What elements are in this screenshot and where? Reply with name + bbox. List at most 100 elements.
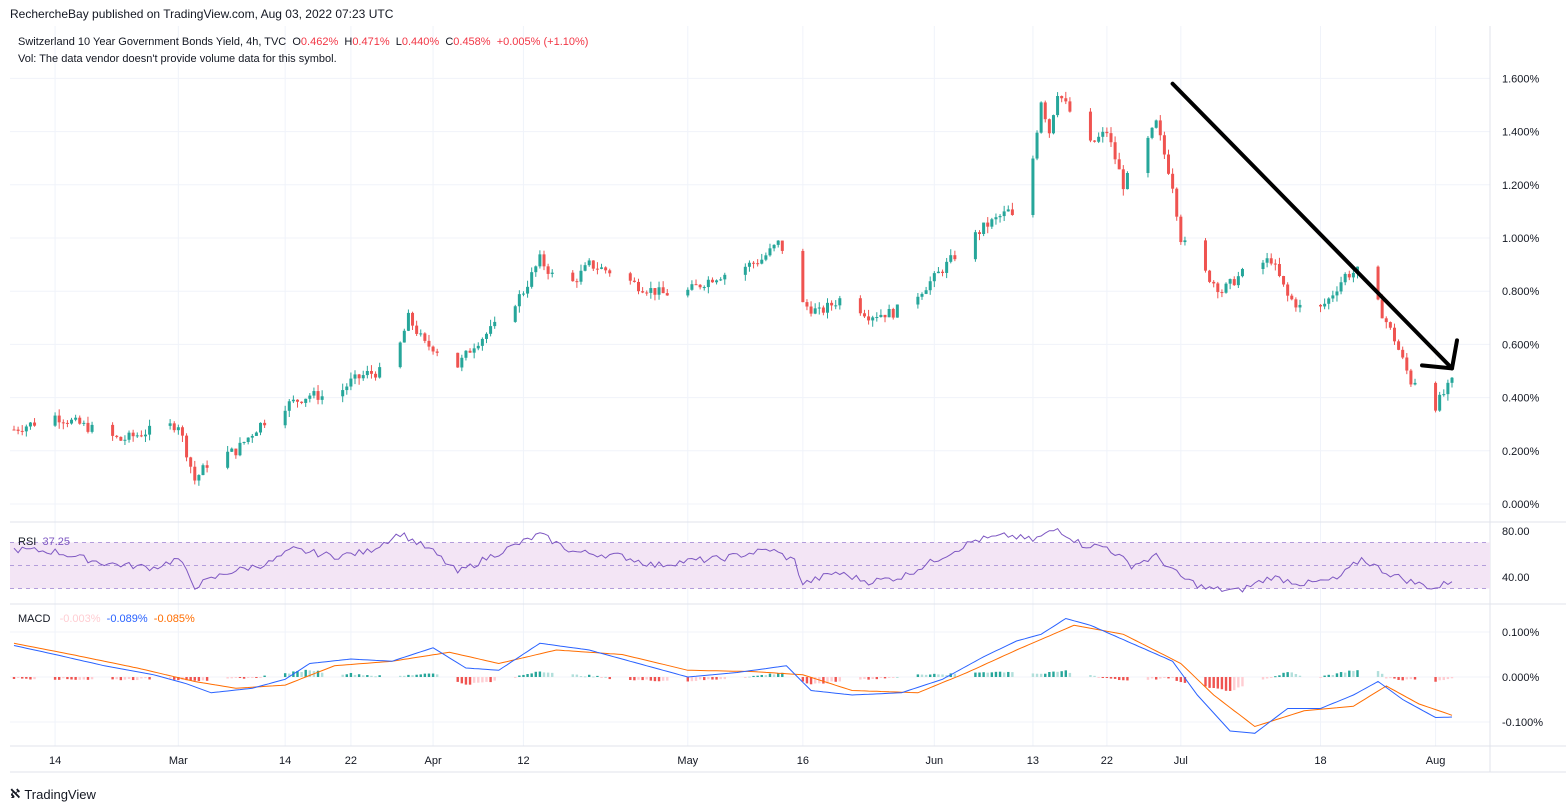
macd-histogram-bar bbox=[998, 671, 1002, 677]
macd-histogram-bar bbox=[201, 677, 205, 681]
candle-body bbox=[361, 375, 365, 379]
candle-body bbox=[115, 435, 119, 437]
macd-histogram-bar bbox=[1060, 671, 1063, 677]
macd-histogram-bar bbox=[703, 677, 706, 681]
candle-body bbox=[374, 373, 378, 378]
candle-body bbox=[308, 395, 312, 399]
macd-histogram-bar bbox=[772, 674, 776, 677]
macd-histogram-bar bbox=[263, 675, 266, 677]
candle-body bbox=[28, 422, 32, 427]
candle-body bbox=[575, 281, 579, 283]
macd-axis: 0.100% 0.000% -0.100% bbox=[1502, 627, 1543, 729]
macd-lines bbox=[12, 617, 1454, 734]
candle-body bbox=[813, 308, 817, 314]
candle-body bbox=[1093, 140, 1097, 142]
candle-body bbox=[1216, 283, 1220, 293]
candle-body bbox=[123, 439, 127, 441]
macd-histogram-bar bbox=[694, 677, 698, 681]
candle-body bbox=[1380, 299, 1384, 319]
candle-body bbox=[480, 338, 484, 346]
macd-histogram-bar bbox=[1031, 673, 1035, 677]
candle-body bbox=[1413, 382, 1417, 385]
macd-histogram-bar bbox=[781, 672, 784, 677]
macd-histogram-bar bbox=[813, 677, 817, 684]
candle-body bbox=[82, 422, 86, 424]
tradingview-brand[interactable]: ℵ TradingView bbox=[10, 786, 96, 802]
macd-histogram-bar bbox=[1159, 677, 1162, 679]
candle-body bbox=[1154, 120, 1158, 128]
candle-body bbox=[20, 430, 24, 432]
candle-body bbox=[653, 288, 657, 295]
candle-body bbox=[1405, 357, 1409, 371]
candle-body bbox=[246, 437, 250, 442]
macd-histogram-bar bbox=[119, 677, 123, 681]
candle-body bbox=[1105, 131, 1109, 134]
candle-body bbox=[891, 308, 895, 318]
candle-body bbox=[604, 267, 608, 271]
macd-histogram-bar bbox=[1154, 677, 1158, 680]
candle-body bbox=[456, 352, 460, 368]
macd-histogram-bar bbox=[661, 677, 665, 681]
candle-body bbox=[1162, 135, 1166, 155]
macd-histogram-bar bbox=[953, 673, 957, 677]
candle-body bbox=[1113, 142, 1117, 160]
price-tick-label: 1.600% bbox=[1502, 73, 1540, 85]
candle-body bbox=[517, 294, 521, 307]
macd-histogram-bar bbox=[633, 677, 636, 681]
macd-histogram-bar bbox=[1265, 677, 1269, 679]
macd-histogram-bar bbox=[1212, 677, 1215, 689]
rsi-legend[interactable]: RSI 37.25 bbox=[18, 536, 70, 548]
candle-body bbox=[1335, 291, 1339, 296]
macd-histogram-bar bbox=[1097, 677, 1100, 678]
candle-body bbox=[862, 313, 866, 317]
candle-body bbox=[1039, 102, 1043, 133]
candle-body bbox=[1002, 211, 1006, 217]
candle-body bbox=[460, 357, 464, 368]
candle-body bbox=[932, 273, 936, 282]
candle-body bbox=[973, 232, 977, 260]
candle-body bbox=[645, 292, 649, 294]
candle-body bbox=[238, 442, 242, 456]
close-label: C bbox=[445, 36, 454, 48]
candle-body bbox=[990, 219, 994, 227]
macd-histogram-bar bbox=[838, 677, 842, 682]
candle-body bbox=[1006, 209, 1010, 212]
candle-body bbox=[230, 448, 234, 452]
time-tick-label: 22 bbox=[345, 755, 357, 767]
macd-histogram-bar bbox=[1323, 675, 1326, 677]
candle-body bbox=[538, 254, 542, 267]
candle-body bbox=[801, 250, 805, 303]
candle-body bbox=[1031, 158, 1035, 215]
macd-histogram-bar bbox=[608, 677, 611, 680]
candle-body bbox=[1208, 270, 1212, 282]
macd-histogram-bar bbox=[830, 677, 833, 682]
symbol-legend[interactable]: Switzerland 10 Year Government Bonds Yie… bbox=[18, 36, 588, 48]
macd-histogram-bar bbox=[686, 677, 690, 682]
macd-histogram-bar bbox=[33, 677, 36, 680]
time-axis: 14 Mar 14 22 Apr 12 May 16 Jun 13 22 Jul 18 Aug bbox=[49, 755, 1445, 767]
candle-body bbox=[1010, 209, 1014, 215]
candle-body bbox=[550, 272, 554, 274]
macd-histogram-bar bbox=[399, 675, 402, 677]
candle-body bbox=[723, 274, 727, 280]
macd-histogram-bar bbox=[809, 677, 813, 685]
macd-histogram-bar bbox=[357, 674, 361, 677]
candle-body bbox=[1035, 132, 1039, 159]
tradingview-logo-icon: ℵ bbox=[10, 786, 20, 801]
candle-body bbox=[493, 321, 497, 327]
macd-histogram-bar bbox=[551, 672, 554, 677]
macd-histogram-bar bbox=[649, 677, 653, 681]
candle-body bbox=[70, 419, 74, 424]
pane-separators bbox=[10, 26, 1566, 773]
candle-body bbox=[916, 296, 920, 305]
macd-legend[interactable]: MACD -0.003% -0.089% -0.085% bbox=[18, 613, 195, 625]
rsi-tick-label: 40.00 bbox=[1502, 572, 1530, 584]
candle-body bbox=[752, 262, 756, 264]
candle-body bbox=[312, 391, 316, 396]
macd-histogram-bar bbox=[1409, 677, 1413, 680]
macd-histogram-bar bbox=[403, 675, 406, 677]
candle-body bbox=[1339, 282, 1343, 292]
trend-arrow-head bbox=[1420, 338, 1459, 371]
candle-body bbox=[78, 417, 82, 424]
